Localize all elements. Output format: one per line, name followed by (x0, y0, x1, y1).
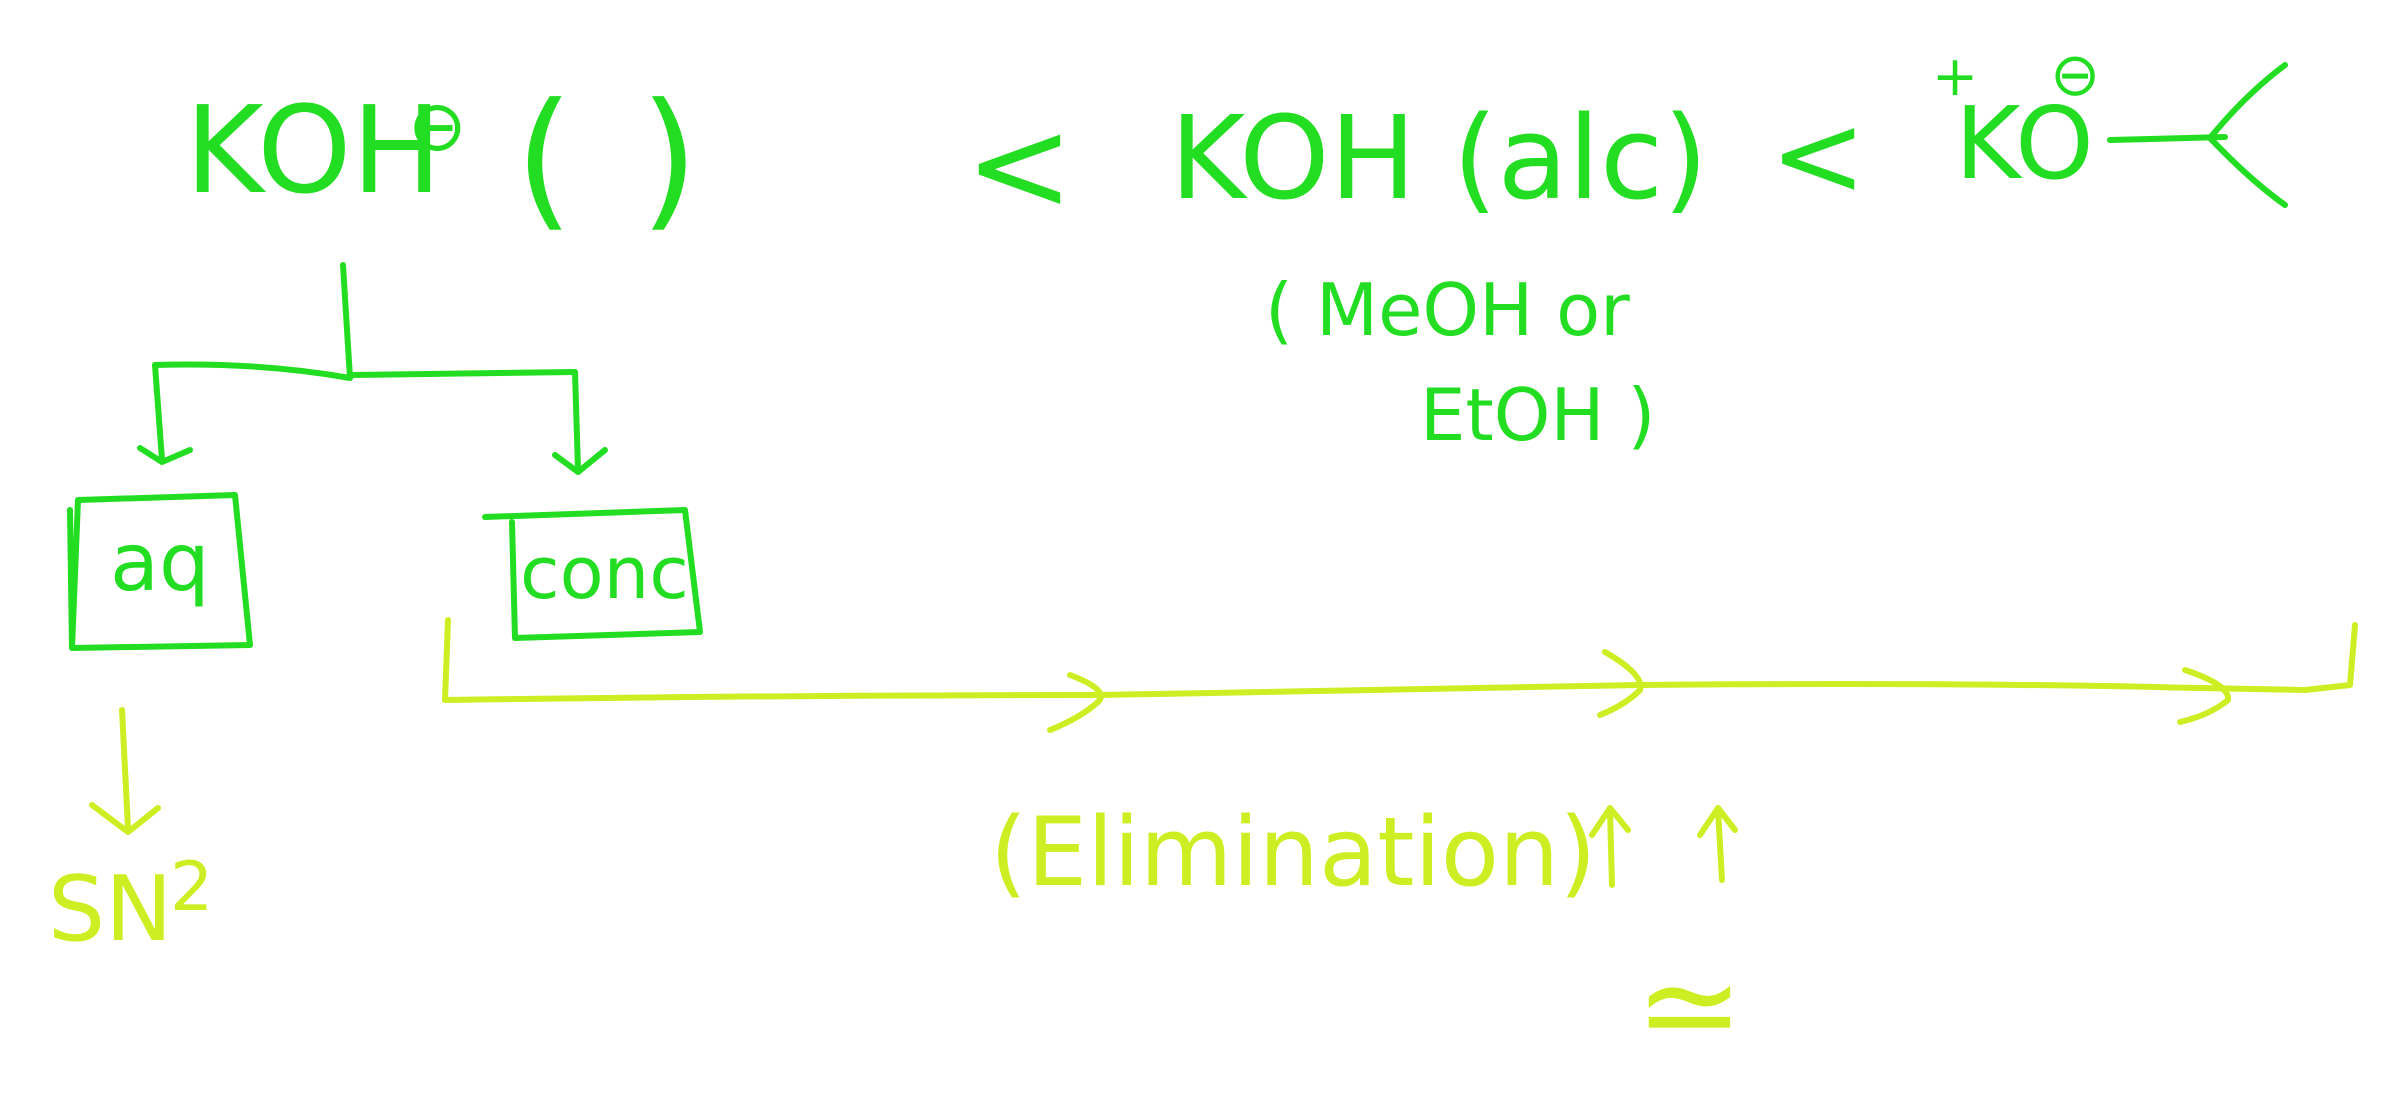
up-arrow-1 (1607, 807, 1615, 888)
koh-minus-group: KOH ⊖ ( ) (185, 72, 699, 246)
branch-stem (340, 262, 353, 381)
up-arrow-2 (1715, 807, 1725, 883)
box-conc: conc (482, 507, 703, 641)
box-conc-frame (482, 507, 703, 641)
koh-minus-label: KOH (185, 82, 442, 221)
tbu-bond-line (2107, 134, 2228, 143)
arrowhead-right-icon (2177, 667, 2231, 725)
sn2-label: SN (48, 857, 172, 962)
solvent-line-1: ( MeOH or (1265, 268, 1630, 352)
box-aq-label: aq (110, 516, 210, 609)
koh-alc-label: KOH (alc) (1170, 92, 1708, 226)
arrowhead-right-icon (1597, 649, 1644, 718)
elimination-label: (Elimination) (990, 798, 1596, 908)
close-paren: ) (640, 72, 699, 246)
tbuok-group: + KO ⊖ (1932, 40, 2288, 208)
approx-sign: ≃ (1635, 929, 1744, 1081)
tbu-branch-up (2207, 62, 2288, 141)
arrowhead-down-icon (89, 802, 161, 835)
aq-to-sn2-arrow (119, 707, 131, 831)
less-than-sign-1: < (965, 89, 1074, 241)
branch-right-bar (347, 369, 578, 378)
box-aq: aq (67, 492, 253, 651)
elimination-trend-line (442, 617, 2358, 703)
minus-charge-label: ⊖ (408, 85, 467, 167)
arrowhead-right-icon (1047, 672, 1104, 733)
box-aq-frame (67, 492, 253, 651)
tbuok-charge-label: ⊖ (2050, 40, 2100, 110)
arrowhead-up-icon (1589, 805, 1631, 838)
less-than-sign-2: < (1770, 89, 1866, 223)
tbu-branch-down (2207, 135, 2288, 208)
tbuok-label: KO (1955, 85, 2094, 202)
plus-charge-label: + (1932, 44, 1978, 108)
branch-left-bar (152, 361, 353, 381)
arrowhead-down-icon (137, 445, 193, 465)
solvent-line-2: EtOH ) (1420, 373, 1656, 457)
arrowhead-down-icon (552, 447, 608, 475)
open-paren: ( (515, 72, 574, 246)
branch-tree (137, 262, 608, 475)
branch-left-drop (152, 362, 165, 463)
box-conc-label: conc (520, 531, 689, 615)
arrowhead-up-icon (1697, 805, 1738, 838)
sn2-superscript: 2 (170, 848, 213, 927)
branch-right-drop (572, 369, 581, 473)
